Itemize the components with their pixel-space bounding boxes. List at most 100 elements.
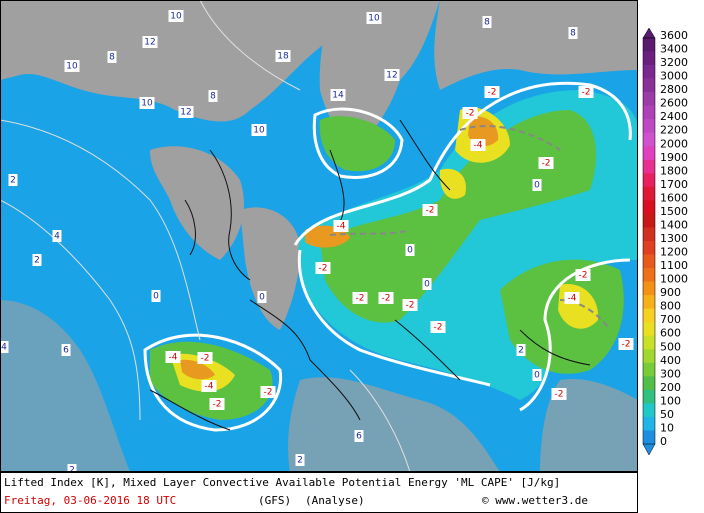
coastline bbox=[149, 119, 591, 431]
legend-swatch bbox=[643, 281, 655, 296]
contour-label-bg bbox=[61, 344, 71, 356]
contour-label: 0 bbox=[424, 280, 430, 290]
contour-label: -4 bbox=[568, 294, 577, 304]
contour-label-bg bbox=[67, 464, 77, 476]
contour-label-bg bbox=[352, 292, 368, 304]
contour-label-bg bbox=[139, 97, 155, 109]
contour-label-bg bbox=[551, 388, 567, 400]
contour-label-bg bbox=[378, 292, 394, 304]
contour-label-bg bbox=[578, 86, 594, 98]
contour-label: 12 bbox=[180, 108, 191, 118]
legend-swatch bbox=[643, 335, 655, 350]
legend-label: 400 bbox=[660, 354, 681, 367]
contour-label: -2 bbox=[201, 354, 210, 364]
contour-label-bg bbox=[422, 204, 438, 216]
contour-label: 6 bbox=[63, 346, 69, 356]
stable-area bbox=[540, 379, 638, 472]
legend-swatch bbox=[643, 227, 655, 242]
legend-label: 3200 bbox=[660, 56, 688, 69]
cape-field bbox=[319, 116, 395, 172]
contour-label-bg bbox=[107, 51, 117, 63]
legend-border bbox=[642, 37, 656, 445]
contour-label: -2 bbox=[426, 206, 435, 216]
legend-swatch bbox=[643, 403, 655, 418]
legend-label: 1900 bbox=[660, 151, 688, 164]
color-legend: 3600340032003000280026002400220020001900… bbox=[642, 27, 688, 456]
zero-contour bbox=[312, 107, 404, 179]
contour-label-bg bbox=[315, 262, 331, 274]
contour-label: 8 bbox=[210, 92, 216, 102]
legend-label: 0 bbox=[660, 435, 667, 448]
contour-label: 10 bbox=[368, 14, 380, 24]
contour-label: 8 bbox=[570, 29, 576, 39]
contour-label-bg bbox=[257, 291, 267, 303]
legend-label: 300 bbox=[660, 367, 681, 380]
legend-swatch bbox=[643, 322, 655, 337]
contour-label: 18 bbox=[277, 52, 289, 62]
contour-label-bg bbox=[330, 89, 346, 101]
contour-label: 12 bbox=[144, 38, 155, 48]
contour-label: -4 bbox=[205, 382, 214, 392]
contour-label: 0 bbox=[534, 371, 540, 381]
legend-swatch bbox=[643, 416, 655, 431]
contour-label-bg bbox=[142, 36, 158, 48]
legend-label: 1500 bbox=[660, 205, 688, 218]
legend-swatch bbox=[643, 78, 655, 93]
contour-label-bg bbox=[384, 69, 400, 81]
footer-box bbox=[0, 472, 638, 513]
contour-label: 2 bbox=[34, 256, 40, 266]
legend-label: 1400 bbox=[660, 218, 688, 231]
contour-label: -2 bbox=[582, 88, 591, 98]
map: 10 12 10 8 8 10 12 10 18 10 12 14 8 8 -2 -2 -2 -4 -2 0 -2 -4 -… bbox=[0, 0, 638, 476]
legend-swatch bbox=[643, 146, 655, 161]
contour-label-bg bbox=[251, 124, 267, 136]
contour-label-bg bbox=[402, 299, 418, 311]
legend-label: 1600 bbox=[660, 191, 688, 204]
contour-label: -4 bbox=[474, 141, 483, 151]
contour-label-bg bbox=[165, 351, 181, 363]
contour-label: -4 bbox=[169, 353, 178, 363]
footer-model: (GFS) bbox=[258, 494, 291, 507]
footer-description: Lifted Index [K], Mixed Layer Convective… bbox=[4, 476, 560, 489]
contour-label: 10 bbox=[141, 99, 153, 109]
legend-swatch bbox=[643, 38, 655, 52]
contour-labels: 10 12 10 8 8 10 12 10 18 10 12 14 8 8 -2 -2 -2 -4 -2 0 -2 -4 -… bbox=[0, 10, 634, 476]
stable-area bbox=[240, 207, 300, 330]
contour-label: -2 bbox=[382, 294, 391, 304]
contour-label-bg bbox=[618, 338, 634, 350]
contour-label: 0 bbox=[153, 292, 159, 302]
footer-run: (Analyse) bbox=[305, 494, 365, 507]
legend-label: 50 bbox=[660, 408, 674, 421]
contour-label: -2 bbox=[406, 301, 415, 311]
contour-label-bg bbox=[430, 321, 446, 333]
legend-label: 3400 bbox=[660, 43, 688, 56]
map-frame bbox=[0, 0, 638, 472]
contour-label: -2 bbox=[579, 271, 588, 281]
contour-label: 2 bbox=[69, 466, 75, 476]
zero-contour bbox=[293, 81, 632, 412]
footer-date: Freitag, 03-06-2016 18 UTC bbox=[4, 494, 176, 507]
legend-swatch bbox=[643, 159, 655, 174]
contour-label: -2 bbox=[213, 400, 222, 410]
contour-label: 0 bbox=[534, 181, 540, 191]
legend-swatch bbox=[643, 186, 655, 201]
contour-label-bg bbox=[354, 430, 364, 442]
legend-label: 1300 bbox=[660, 232, 688, 245]
legend-label: 700 bbox=[660, 313, 681, 326]
contour-label: 2 bbox=[10, 176, 16, 186]
legend-label: 1000 bbox=[660, 273, 688, 286]
contour-label-bg bbox=[197, 352, 213, 364]
contour-label-bg bbox=[366, 12, 382, 24]
contour-label: -2 bbox=[356, 294, 365, 304]
contour-label-bg bbox=[422, 278, 432, 290]
stable-area bbox=[288, 377, 500, 472]
legend-label: 3600 bbox=[660, 29, 688, 42]
legend-label: 2800 bbox=[660, 83, 688, 96]
contour-label-bg bbox=[209, 398, 225, 410]
contour-label: -2 bbox=[622, 340, 631, 350]
legend-swatch bbox=[643, 173, 655, 188]
contour-label-bg bbox=[564, 292, 580, 304]
contour-label-bg bbox=[405, 244, 415, 256]
contour-label-bg bbox=[568, 27, 578, 39]
